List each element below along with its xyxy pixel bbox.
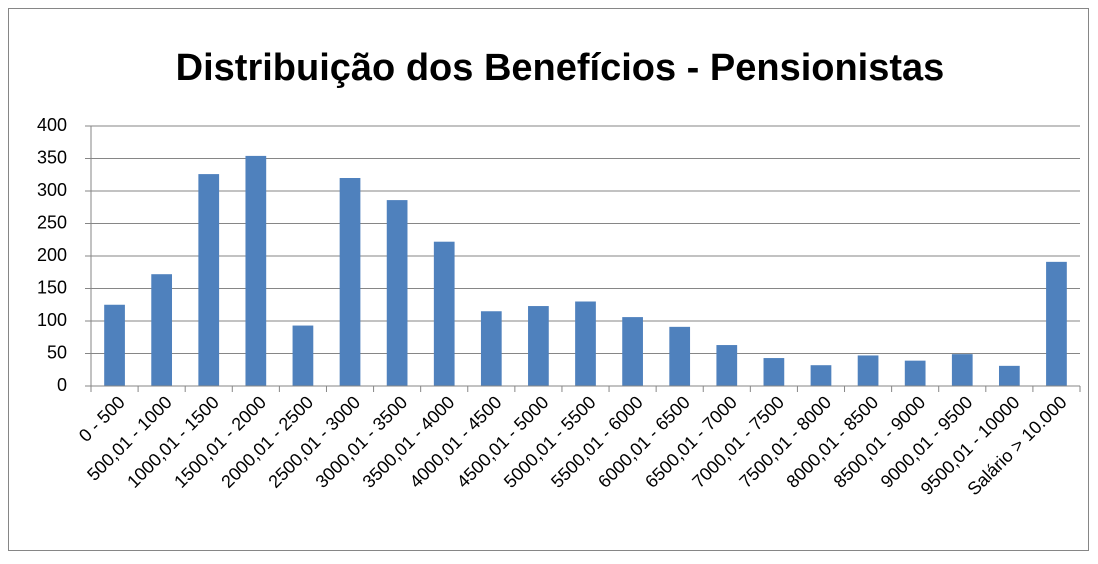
bar <box>151 274 173 386</box>
bar <box>198 174 220 386</box>
y-tick-label: 150 <box>37 277 67 297</box>
bar <box>528 306 549 386</box>
bar <box>951 354 973 386</box>
bar <box>386 200 408 386</box>
y-tick-label: 350 <box>37 147 67 167</box>
bar <box>857 355 879 386</box>
bar <box>339 178 361 386</box>
bar <box>716 345 738 386</box>
bar <box>292 325 314 386</box>
y-tick-label: 0 <box>57 375 67 395</box>
bar <box>622 317 643 386</box>
y-tick-label: 50 <box>47 342 67 362</box>
y-tick-label: 250 <box>37 212 67 232</box>
y-tick-label: 400 <box>37 115 67 135</box>
bar <box>1046 261 1067 386</box>
y-tick-label: 100 <box>37 310 67 330</box>
chart-title: Distribuição dos Benefícios - Pensionist… <box>176 47 945 89</box>
bar <box>575 301 596 386</box>
bar <box>998 365 1020 386</box>
bar <box>480 311 502 386</box>
bar <box>104 304 125 386</box>
bar <box>810 365 832 386</box>
bar <box>669 326 691 386</box>
chart-border <box>8 8 1089 551</box>
bar <box>245 155 267 386</box>
y-tick-label: 200 <box>37 245 67 265</box>
bar <box>763 358 785 386</box>
bar <box>433 241 455 386</box>
bar <box>904 360 926 386</box>
y-tick-label: 300 <box>37 180 67 200</box>
